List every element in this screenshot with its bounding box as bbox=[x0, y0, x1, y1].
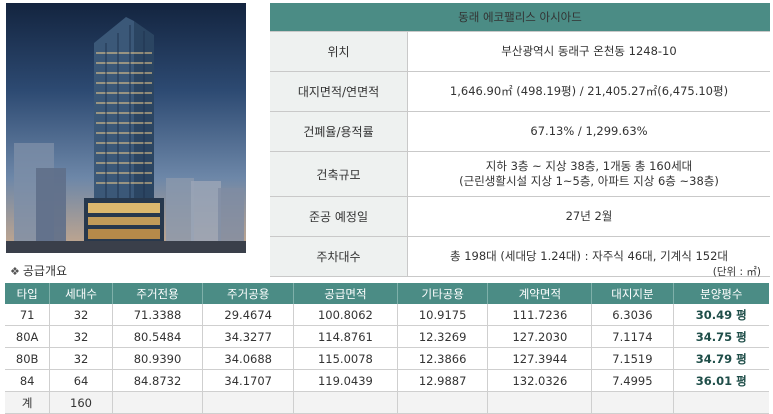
table-cell: 71 bbox=[5, 304, 51, 326]
table-cell bbox=[397, 391, 489, 414]
spec-label: 대지면적/연면적 bbox=[270, 71, 408, 112]
column-header: 기타공용 bbox=[397, 283, 489, 304]
spec-value: 67.13% / 1,299.63% bbox=[407, 111, 770, 152]
table-row: 80A 32 80.5484 34.3277 114.8761 12.3269 … bbox=[5, 325, 769, 348]
table-cell: 71.3388 bbox=[112, 304, 204, 326]
table-cell: 64 bbox=[49, 369, 113, 392]
table-cell: 80B bbox=[5, 347, 51, 370]
table-cell: 127.2030 bbox=[487, 325, 593, 348]
table-cell bbox=[487, 391, 593, 414]
column-header: 주거전용 bbox=[112, 283, 204, 304]
column-header: 타입 bbox=[5, 283, 51, 304]
spec-value: 지하 3층 ~ 지상 38층, 1개동 총 160세대 (근린생활시설 지상 1… bbox=[407, 151, 770, 197]
column-header: 주거공용 bbox=[202, 283, 295, 304]
total-row: 계 160 bbox=[5, 391, 769, 414]
project-title: 동래 에코팰리스 아시아드 bbox=[270, 3, 770, 32]
table-cell: 80.5484 bbox=[112, 325, 204, 348]
spec-label: 준공 예정일 bbox=[270, 196, 408, 237]
table-cell: 32 bbox=[49, 304, 113, 326]
table-cell: 34.75 평 bbox=[673, 325, 769, 348]
spec-row: 위치 부산광역시 동래구 온천동 1248-10 bbox=[270, 31, 770, 72]
table-cell: 32 bbox=[49, 347, 113, 370]
table-cell: 84 bbox=[5, 369, 51, 392]
table-cell: 36.01 평 bbox=[673, 369, 769, 392]
spec-label: 건축규모 bbox=[270, 151, 408, 197]
spec-value-line: 27년 2월 bbox=[565, 209, 613, 223]
spec-value: 27년 2월 bbox=[407, 196, 770, 237]
column-header: 분양평수 bbox=[673, 283, 769, 304]
building-illustration bbox=[6, 17, 246, 253]
table-cell: 10.9175 bbox=[397, 304, 489, 326]
spec-value: 총 198대 (세대당 1.24대) : 자주식 46대, 기계식 152대 bbox=[407, 236, 770, 277]
table-cell bbox=[591, 391, 674, 414]
spec-label: 건폐율/용적률 bbox=[270, 111, 408, 152]
table-cell: 7.1174 bbox=[591, 325, 674, 348]
spec-value: 1,646.90㎡ (498.19평) / 21,405.27㎡(6,475.1… bbox=[407, 71, 770, 112]
column-header: 계약면적 bbox=[487, 283, 593, 304]
diamond-bullet-icon: ❖ bbox=[10, 265, 20, 278]
table-cell: 80A bbox=[5, 325, 51, 348]
column-header: 대지지분 bbox=[591, 283, 674, 304]
table-cell: 100.8062 bbox=[293, 304, 398, 326]
table-row: 84 64 84.8732 34.1707 119.0439 12.9887 1… bbox=[5, 369, 769, 392]
spec-value-line: 부산광역시 동래구 온천동 1248-10 bbox=[501, 44, 677, 58]
table-cell: 127.3944 bbox=[487, 347, 593, 370]
table-cell: 32 bbox=[49, 325, 113, 348]
column-header: 공급면적 bbox=[293, 283, 398, 304]
column-header: 세대수 bbox=[49, 283, 113, 304]
table-cell: 34.79 평 bbox=[673, 347, 769, 370]
table-cell: 160 bbox=[49, 391, 113, 414]
table-cell: 84.8732 bbox=[112, 369, 204, 392]
spec-row: 주차대수 총 198대 (세대당 1.24대) : 자주식 46대, 기계식 1… bbox=[270, 236, 770, 277]
spec-row: 건축규모 지하 3층 ~ 지상 38층, 1개동 총 160세대 (근린생활시설… bbox=[270, 151, 770, 197]
building-rendering-image bbox=[6, 3, 246, 253]
supply-table: 타입 세대수 주거전용 주거공용 공급면적 기타공용 계약면적 대지지분 분양평… bbox=[5, 283, 769, 414]
table-cell: 80.9390 bbox=[112, 347, 204, 370]
table-cell: 12.3866 bbox=[397, 347, 489, 370]
table-cell: 111.7236 bbox=[487, 304, 593, 326]
spec-value-line: 67.13% / 1,299.63% bbox=[530, 124, 648, 138]
table-cell bbox=[202, 391, 295, 414]
spec-value-line: 총 198대 (세대당 1.24대) : 자주식 46대, 기계식 152대 bbox=[449, 249, 728, 263]
table-row: 71 32 71.3388 29.4674 100.8062 10.9175 1… bbox=[5, 304, 769, 326]
project-spec-table: 동래 에코팰리스 아시아드 위치 부산광역시 동래구 온천동 1248-10 대… bbox=[270, 3, 770, 277]
table-cell: 계 bbox=[5, 391, 51, 414]
spec-value-line: 1,646.90㎡ (498.19평) / 21,405.27㎡(6,475.1… bbox=[449, 84, 729, 98]
section-title: 공급개요 bbox=[22, 264, 68, 278]
table-cell bbox=[112, 391, 204, 414]
table-cell: 34.0688 bbox=[202, 347, 295, 370]
table-cell bbox=[673, 391, 769, 414]
table-row: 80B 32 80.9390 34.0688 115.0078 12.3866 … bbox=[5, 347, 769, 370]
table-cell: 12.9887 bbox=[397, 369, 489, 392]
unit-note: (단위 : ㎡) bbox=[712, 266, 761, 278]
table-cell: 30.49 평 bbox=[673, 304, 769, 326]
supply-header-row: 타입 세대수 주거전용 주거공용 공급면적 기타공용 계약면적 대지지분 분양평… bbox=[5, 283, 769, 304]
table-cell: 6.3036 bbox=[591, 304, 674, 326]
spec-row: 준공 예정일 27년 2월 bbox=[270, 196, 770, 237]
spec-value: 부산광역시 동래구 온천동 1248-10 bbox=[407, 31, 770, 72]
table-cell: 29.4674 bbox=[202, 304, 295, 326]
table-cell: 114.8761 bbox=[293, 325, 398, 348]
table-cell: 12.3269 bbox=[397, 325, 489, 348]
spec-row: 대지면적/연면적 1,646.90㎡ (498.19평) / 21,405.27… bbox=[270, 71, 770, 112]
spec-label: 주차대수 bbox=[270, 236, 408, 277]
table-cell: 115.0078 bbox=[293, 347, 398, 370]
spec-row: 건폐율/용적률 67.13% / 1,299.63% bbox=[270, 111, 770, 152]
table-cell: 119.0439 bbox=[293, 369, 398, 392]
table-cell: 7.4995 bbox=[591, 369, 674, 392]
spec-value-line: (근린생활시설 지상 1~5층, 아파트 지상 6층 ~38층) bbox=[459, 174, 719, 188]
section-heading: ❖ 공급개요 bbox=[10, 262, 67, 279]
table-cell: 132.0326 bbox=[487, 369, 593, 392]
spec-value-line: 지하 3층 ~ 지상 38층, 1개동 총 160세대 bbox=[485, 159, 693, 173]
table-cell: 34.1707 bbox=[202, 369, 295, 392]
spec-label: 위치 bbox=[270, 31, 408, 72]
table-cell: 7.1519 bbox=[591, 347, 674, 370]
table-cell: 34.3277 bbox=[202, 325, 295, 348]
table-cell bbox=[293, 391, 398, 414]
